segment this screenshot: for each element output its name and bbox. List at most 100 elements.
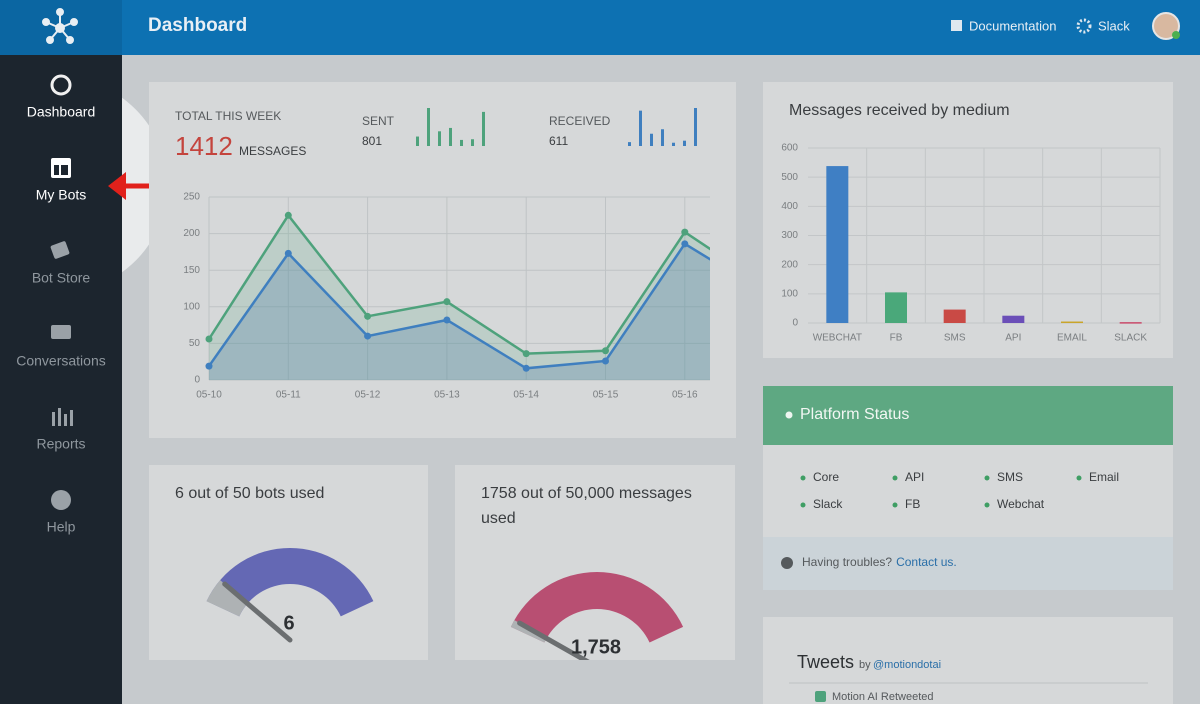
service: Slack — [813, 497, 843, 511]
sidebar-item[interactable]: Conversations — [16, 353, 106, 369]
status-dot — [984, 502, 990, 508]
status-header — [763, 386, 1173, 445]
area — [209, 243, 710, 380]
point — [681, 240, 689, 248]
tweets-by: by — [859, 659, 871, 671]
gauge-needle — [517, 620, 590, 660]
service: FB — [905, 497, 920, 511]
received-value: 611 — [549, 134, 568, 148]
messages-card — [455, 465, 735, 660]
point — [443, 298, 451, 306]
status-title: Platform Status — [800, 406, 909, 423]
sidebar-item[interactable]: Reports — [36, 436, 85, 452]
retweet-icon — [815, 691, 826, 702]
point — [602, 347, 609, 355]
y-tick-label: 100 — [781, 288, 798, 299]
y-tick-label: 0 — [792, 318, 798, 329]
point — [205, 335, 213, 343]
line — [207, 213, 710, 355]
y-tick-label: 100 — [183, 301, 200, 312]
page-title: Dashboard — [148, 15, 247, 36]
service: Core — [813, 470, 839, 484]
y-tick-label: 250 — [183, 192, 200, 203]
sidebar-item[interactable]: Dashboard — [27, 104, 96, 120]
line — [207, 242, 710, 370]
bar — [943, 309, 966, 323]
gauge — [510, 572, 684, 660]
gauge-arc — [510, 572, 684, 643]
logo — [42, 8, 78, 44]
x-tick-label: 05-15 — [593, 390, 619, 401]
bar — [1002, 315, 1025, 323]
gauge-value: 6 — [283, 612, 294, 634]
plot — [205, 211, 710, 380]
y-tick-label: 400 — [781, 201, 798, 212]
tweets-card — [763, 617, 1173, 704]
weekly-total: 1412 — [175, 131, 233, 161]
nav-link[interactable]: Slack — [1098, 18, 1130, 33]
status-dot — [800, 475, 806, 481]
sidebar-icons — [50, 74, 73, 510]
tweet-item: Motion AI Retweeted — [832, 691, 934, 703]
y-tick-label: 200 — [781, 259, 798, 270]
weekly-unit: MESSAGES — [239, 144, 306, 158]
medium-title: Messages received by medium — [789, 102, 1010, 119]
online-dot — [1172, 31, 1180, 39]
sidebar-item[interactable]: Help — [47, 519, 76, 535]
x-tick-label: 05-14 — [513, 390, 539, 401]
service: Email — [1089, 470, 1119, 484]
help-icon — [781, 557, 793, 569]
spark-bar — [460, 139, 463, 146]
spark-bar — [427, 108, 430, 146]
sent-label: SENT — [362, 114, 395, 128]
status-dot — [892, 502, 898, 508]
top-bar — [0, 0, 1200, 55]
point — [681, 228, 689, 236]
y-tick-label: 200 — [183, 228, 200, 239]
y-tick-label: 0 — [194, 375, 200, 386]
area — [209, 215, 710, 380]
y-tick-label: 500 — [781, 172, 798, 183]
tweets-handle[interactable]: @motiondotai — [873, 659, 941, 671]
point — [284, 249, 292, 257]
sidebar-item[interactable]: My Bots — [36, 187, 87, 203]
slack-icon — [1076, 18, 1092, 34]
point — [364, 312, 372, 320]
sent-value: 801 — [362, 134, 382, 148]
bar — [1119, 322, 1142, 324]
help-strip — [763, 537, 1173, 590]
x-tick-label: SMS — [944, 333, 966, 344]
bar — [1061, 321, 1083, 324]
medium-card — [763, 82, 1173, 358]
point — [522, 350, 530, 358]
x-tick-label: WEBCHAT — [813, 333, 862, 344]
spark-bar — [639, 110, 642, 146]
point — [284, 211, 292, 219]
weekly-title: TOTAL THIS WEEK — [175, 109, 281, 123]
spark-bar — [650, 133, 653, 146]
y-tick-label: 600 — [781, 143, 798, 154]
spark-bar — [694, 108, 697, 146]
spark-bar — [438, 131, 441, 146]
x-tick-label: EMAIL — [1057, 333, 1087, 344]
tweets-title: Tweets — [797, 652, 854, 672]
nav-link[interactable]: Documentation — [969, 18, 1056, 33]
service: API — [905, 470, 924, 484]
service: Webchat — [997, 497, 1045, 511]
gauge-arc — [206, 548, 374, 617]
status-dot — [892, 475, 898, 481]
weekly-card — [149, 82, 736, 438]
avatar[interactable] — [1152, 12, 1180, 40]
spark-bar — [449, 127, 452, 146]
help-link[interactable]: Contact us. — [896, 555, 957, 569]
gauge — [206, 548, 374, 643]
point — [364, 332, 372, 340]
bar — [885, 292, 907, 323]
x-tick-label: FB — [890, 333, 903, 344]
x-tick-label: API — [1005, 333, 1021, 344]
sidebar-item[interactable]: Bot Store — [32, 270, 91, 286]
gauge-arc — [206, 580, 248, 617]
y-tick-label: 300 — [781, 230, 798, 241]
